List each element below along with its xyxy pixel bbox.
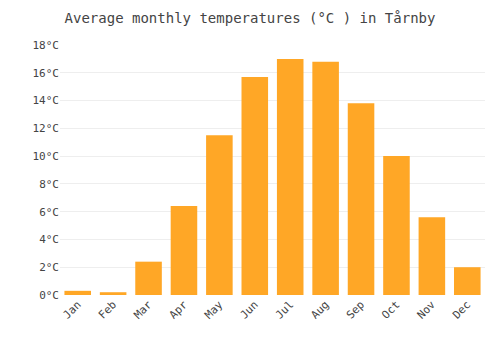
svg-text:Jul: Jul [273,298,296,321]
svg-text:Average monthly temperatures (: Average monthly temperatures (°C ) in Tå… [65,10,436,26]
svg-text:Dec: Dec [450,298,473,321]
svg-text:Aug: Aug [308,298,331,321]
svg-text:Jan: Jan [60,298,83,321]
svg-text:6°C: 6°C [39,206,59,219]
svg-text:8°C: 8°C [39,178,59,191]
svg-text:Oct: Oct [379,298,402,321]
svg-text:18°C: 18°C [33,39,60,52]
svg-text:May: May [202,298,226,322]
svg-text:12°C: 12°C [33,122,60,135]
svg-text:Apr: Apr [167,298,191,322]
svg-text:Jun: Jun [238,298,261,321]
svg-text:2°C: 2°C [39,261,59,274]
svg-text:Feb: Feb [96,298,119,321]
svg-text:10°C: 10°C [33,150,60,163]
svg-text:16°C: 16°C [33,67,60,80]
svg-text:Nov: Nov [415,298,439,322]
svg-text:14°C: 14°C [33,94,60,107]
svg-text:4°C: 4°C [39,233,59,246]
svg-text:0°C: 0°C [39,289,59,302]
svg-text:Mar: Mar [131,298,155,322]
svg-text:Sep: Sep [344,298,367,321]
